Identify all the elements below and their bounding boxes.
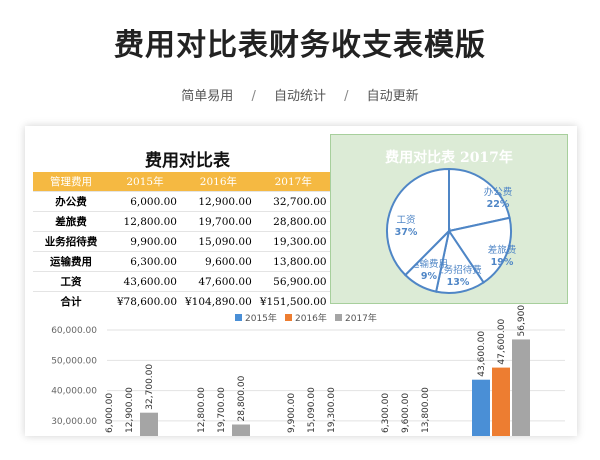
row-label: 业务招待费	[33, 231, 109, 252]
legend-label: 2016年	[295, 312, 327, 324]
bar-value-label: 43,600.00	[477, 331, 487, 377]
bar	[492, 367, 510, 436]
bar-value-label: 47,600.00	[497, 319, 507, 365]
table-cell: ¥151,500.00	[259, 295, 327, 308]
table-total-row: 合计 ¥78,600.00 ¥104,890.00 ¥151,500.00	[33, 292, 331, 312]
feature-separator: /	[251, 89, 256, 104]
table-cell: 28,800.00	[255, 211, 331, 232]
table-cell: 19,700.00	[181, 211, 256, 232]
row-label: 工资	[33, 271, 109, 292]
table-cell: ¥78,600.00	[116, 295, 177, 308]
table-cell: 12,800.00	[109, 211, 181, 232]
bar-value-label: 6,000.00	[105, 393, 115, 433]
table-cell: 13,800.00	[255, 251, 331, 272]
column-header: 管理费用	[33, 172, 109, 192]
bar-value-label: 12,900.00	[125, 387, 135, 433]
feature-label: 自动统计	[273, 89, 326, 104]
column-header: 2017年	[255, 172, 331, 192]
bar-value-label: 56,900.00	[517, 304, 527, 336]
pie-slice	[447, 216, 512, 284]
pie-slice-percent: 37%	[395, 227, 418, 238]
pie-slice	[448, 167, 511, 233]
y-tick-label: 40,000.00	[51, 387, 97, 397]
bar-value-label: 19,700.00	[217, 387, 227, 433]
feature-bar: 简单易用 / 自动统计 / 自动更新	[0, 85, 600, 104]
template-preview-card: 费用对比表 管理费用 2015年 2016年 2017年 办公费 6,000.0…	[25, 126, 577, 436]
pie-slice	[386, 167, 450, 277]
table-cell: 15,090.00	[181, 231, 256, 252]
pie-slice-label: 业务招待费	[434, 264, 482, 276]
pie-chart-title: 费用对比表 2017年	[385, 150, 513, 166]
legend-swatch	[335, 314, 342, 321]
table-cell: 6,000.00	[109, 191, 181, 212]
table-row: 差旅费 12,800.00 19,700.00 28,800.00	[33, 211, 331, 232]
table-cell: 19,300.00	[255, 231, 331, 252]
bar	[140, 412, 158, 436]
bar-value-label: 9,600.00	[401, 393, 411, 433]
feature-label: 自动更新	[366, 89, 419, 104]
bar	[232, 424, 250, 436]
table-cell: 32,700.00	[255, 191, 331, 212]
pie-slice-percent: 9%	[421, 271, 438, 282]
table-cell: 9,900.00	[109, 231, 181, 252]
column-header: 2016年	[181, 172, 256, 192]
bar-value-label: 6,300.00	[381, 393, 391, 433]
bar-value-label: 28,800.00	[237, 375, 247, 421]
bar-value-label: 19,300.00	[327, 387, 337, 433]
table-cell: 56,900.00	[255, 271, 331, 292]
bar	[512, 339, 530, 436]
y-tick-label: 60,000.00	[51, 326, 97, 336]
pie-slice-label: 工资	[396, 215, 416, 226]
pie-slice-label: 差旅费	[488, 244, 517, 256]
y-tick-label: 50,000.00	[51, 356, 97, 366]
page-title: 费用对比表财务收支表模版	[114, 28, 486, 63]
bar-value-label: 13,800.00	[421, 387, 431, 433]
column-header: 2015年	[109, 172, 181, 192]
table-cell: ¥104,890.00	[185, 295, 252, 308]
pie-slice-percent: 22%	[487, 199, 510, 210]
table-header-row: 管理费用 2015年 2016年 2017年	[33, 172, 331, 192]
row-label: 合计	[60, 296, 82, 308]
bar-value-label: 15,090.00	[307, 387, 317, 433]
pie-slice-label: 办公费	[484, 186, 513, 198]
table-cell: 47,600.00	[181, 271, 256, 292]
feature-separator: /	[344, 89, 349, 104]
pie-slice-percent: 13%	[447, 277, 470, 288]
feature-label: 简单易用	[181, 89, 234, 104]
y-tick-label: 30,000.00	[51, 417, 97, 427]
table-cell: 6,300.00	[109, 251, 181, 272]
pie-slice-percent: 19%	[491, 257, 514, 268]
table-row: 业务招待费 9,900.00 15,090.00 19,300.00	[33, 231, 331, 252]
bar-value-label: 32,700.00	[145, 364, 155, 410]
expense-table: 管理费用 2015年 2016年 2017年 办公费 6,000.00 12,9…	[33, 172, 331, 311]
row-label: 差旅费	[33, 211, 109, 232]
bar-value-label: 12,800.00	[197, 387, 207, 433]
legend-label: 2015年	[245, 312, 277, 324]
legend-label: 2017年	[345, 312, 377, 324]
table-row: 办公费 6,000.00 12,900.00 32,700.00	[33, 191, 331, 212]
pie-chart-panel: 费用对比表 2017年 办公费 22% 差旅费 19% 业务招待费 13% 运输费用 9% 工资…	[330, 134, 568, 304]
table-cell: 9,600.00	[181, 251, 256, 272]
row-label: 办公费	[33, 191, 109, 212]
legend-swatch	[235, 314, 242, 321]
bar	[472, 379, 490, 436]
row-label: 运输费用	[33, 251, 109, 272]
table-row: 运输费用 6,300.00 9,600.00 13,800.00	[33, 251, 331, 272]
legend-swatch	[285, 314, 292, 321]
table-cell: 12,900.00	[181, 191, 256, 212]
table-cell: 43,600.00	[109, 271, 181, 292]
table-row: 工资 43,600.00 47,600.00 56,900.00	[33, 271, 331, 292]
bar-chart: 30,000.00 40,000.00 50,000.00 60,000.00 2015…	[51, 304, 565, 436]
bar-value-label: 9,900.00	[287, 393, 297, 433]
table-title: 费用对比表	[145, 151, 230, 171]
